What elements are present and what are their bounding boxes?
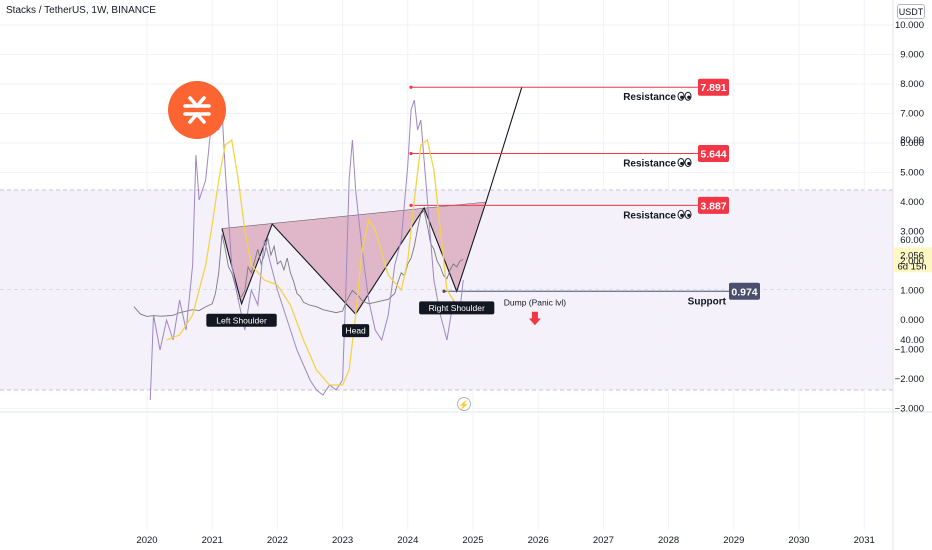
pattern-label-box — [419, 301, 495, 315]
resistance-label: Resistance — [623, 210, 676, 221]
arrow-down-icon — [528, 311, 541, 326]
time-axis-tick: 2025 — [462, 535, 483, 546]
price-axis-tick: 6.000 — [900, 138, 924, 149]
price-axis-tick: 8.000 — [900, 79, 924, 90]
time-axis-tick: 2028 — [658, 535, 679, 546]
price-axis-tick: 5.000 — [900, 168, 924, 179]
pattern-label: Right Shoulder — [429, 303, 485, 313]
pattern-label: Head — [345, 326, 366, 336]
dump-label: Dump (Panic lvl) — [504, 297, 567, 307]
time-axis-tick: 2021 — [202, 535, 223, 546]
price-axis-tick: 1.000 — [900, 286, 924, 297]
pattern-outline — [221, 86, 523, 315]
rsi-pane — [0, 412, 932, 550]
rsi-axis-tick: 80.00 — [900, 135, 924, 146]
price-layer — [133, 209, 464, 317]
levels-layer: 7.891 Resistance 5.644 Resistance 3.887 Resis… — [409, 78, 932, 307]
time-axis-tick: 2026 — [528, 535, 549, 546]
current-price-box — [894, 247, 932, 273]
time-axis-tick: 2027 — [593, 535, 614, 546]
annotation-layer: Left Shoulder Head Right Shoulder Dump (Pan… — [206, 297, 567, 338]
time-axis-tick: 2030 — [788, 535, 809, 546]
eyes-emoji-icon — [677, 91, 692, 101]
price-axis-tick: 4.000 — [900, 197, 924, 208]
eyes-emoji-icon — [677, 158, 692, 168]
price-axis-tick: 9.000 — [900, 50, 924, 61]
head-and-shoulders-pattern — [221, 86, 523, 315]
pattern-fill — [221, 202, 487, 315]
rsi-axis-tick: 40.00 — [900, 335, 924, 346]
eye-pupil — [687, 95, 691, 99]
rsi-axis-tick: 60.00 — [900, 235, 924, 246]
price-axis-tick: 10.000 — [895, 20, 924, 31]
level-price-text: 5.644 — [700, 149, 726, 161]
eye-pupil — [680, 213, 684, 217]
price-axis-tick: −2.000 — [895, 374, 924, 385]
time-axis-tick: 2024 — [397, 535, 418, 546]
stacks-logo-icon — [168, 81, 226, 139]
price-axis-tick: 7.000 — [900, 109, 924, 120]
price-axis-tick: 0.000 — [900, 315, 924, 326]
rsi-layer — [149, 94, 464, 401]
eyes-emoji-icon — [677, 209, 692, 219]
support-label: Support — [688, 296, 727, 307]
current-price-value: 2.056 — [900, 250, 924, 261]
resistance-label: Resistance — [623, 92, 676, 103]
level-price-box — [729, 282, 760, 300]
level-price-box — [698, 196, 729, 214]
eye-pupil — [680, 161, 684, 166]
rsi-line — [149, 94, 464, 401]
time-axis-tick: 2020 — [136, 535, 157, 546]
price-axis-tick: −1.000 — [895, 345, 924, 356]
level-price-text: 7.891 — [700, 82, 726, 94]
time-axis-tick: 2031 — [854, 535, 875, 546]
lightning-icon[interactable]: ⚡ — [457, 397, 471, 411]
pattern-label-box — [342, 324, 370, 338]
symbol-title[interactable]: Stacks / TetherUS, 1W, BINANCE — [6, 5, 156, 16]
level-price-text: 3.887 — [700, 200, 726, 212]
eye-pupil — [687, 161, 691, 166]
price-axis-tick: 2.000 — [900, 256, 924, 267]
neckline — [221, 201, 487, 229]
eye-pupil — [680, 95, 684, 99]
pattern-label: Left Shoulder — [216, 315, 267, 325]
currency-button[interactable]: USDT — [897, 4, 925, 19]
time-axis-tick: 2022 — [267, 535, 288, 546]
price-axis-tick: −3.000 — [895, 404, 924, 415]
level-price-box — [698, 78, 729, 96]
eye-pupil — [687, 213, 691, 217]
rsi-moving-average-line — [166, 138, 464, 386]
time-axis-tick: 2023 — [332, 535, 353, 546]
level-price-text: 0.974 — [731, 286, 757, 298]
price-axis-tick: 3.000 — [900, 227, 924, 238]
level-price-box — [698, 145, 729, 163]
price-series-line — [133, 209, 464, 317]
time-axis-tick: 2029 — [723, 535, 744, 546]
pattern-label-box — [206, 313, 277, 327]
axis-layer: 10.000 9.000 8.000 7.000 6.000 5.000 4.000 3.00… — [136, 0, 924, 550]
resistance-label: Resistance — [623, 159, 676, 170]
current-price-countdown: 6d 15h — [897, 261, 926, 272]
